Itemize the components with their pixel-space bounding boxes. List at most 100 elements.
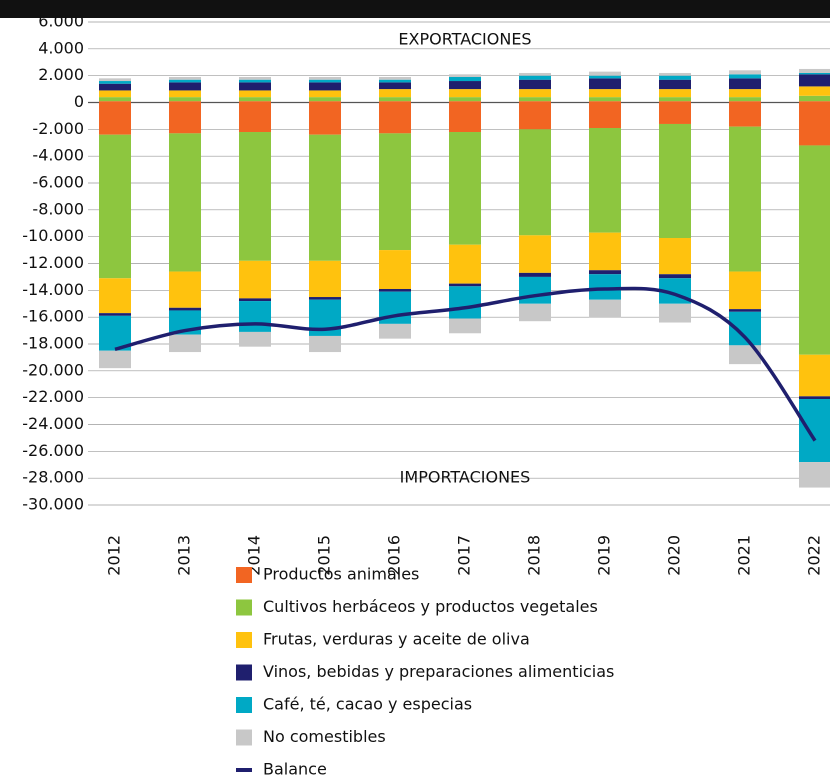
export-segment [659, 72, 691, 76]
import-segment [239, 260, 271, 299]
import-segment [799, 102, 830, 146]
import-segment [659, 102, 691, 124]
x-tick-label: 2021 [735, 535, 754, 576]
export-segment [379, 77, 411, 80]
import-segment [169, 102, 201, 134]
y-tick-label: 6.000 [38, 12, 84, 31]
import-segment [99, 350, 131, 369]
export-segment [449, 81, 481, 90]
import-segment [169, 133, 201, 272]
y-tick-label: -24.000 [22, 414, 84, 433]
x-tick-label: 2017 [455, 535, 474, 576]
import-segment [799, 396, 830, 400]
export-segment [309, 101, 341, 103]
y-tick-label: -30.000 [22, 495, 84, 514]
import-segment [799, 354, 830, 397]
export-segment [239, 97, 271, 102]
y-tick-label: -12.000 [22, 253, 84, 272]
import-segment [99, 134, 131, 279]
export-segment [519, 75, 551, 80]
export-segment [659, 97, 691, 102]
x-tick-label: 2020 [665, 535, 684, 576]
export-segment [169, 97, 201, 102]
import-segment [589, 232, 621, 271]
import-segment [799, 145, 830, 355]
export-segment [449, 101, 481, 103]
import-segment [449, 102, 481, 133]
import-segment [449, 286, 481, 319]
export-segment [239, 77, 271, 80]
export-segment [589, 75, 621, 79]
import-segment [729, 102, 761, 127]
import-segment [589, 127, 621, 233]
y-tick-label: -28.000 [22, 468, 84, 487]
legend-label: Balance [263, 760, 327, 778]
export-segment [99, 97, 131, 102]
import-segment [519, 102, 551, 130]
export-segment [169, 101, 201, 103]
y-tick-label: 2.000 [38, 65, 84, 84]
export-segment [519, 97, 551, 102]
import-segment [169, 307, 201, 311]
export-segment [379, 97, 411, 102]
y-tick-label: -14.000 [22, 280, 84, 299]
export-segment [449, 89, 481, 98]
bars [99, 68, 830, 488]
import-segment [379, 133, 411, 251]
export-segment [519, 101, 551, 103]
import-segment [729, 271, 761, 310]
import-segment [309, 134, 341, 261]
import-segment [309, 102, 341, 135]
import-segment [99, 313, 131, 316]
export-segment [169, 90, 201, 98]
y-tick-label: 0 [74, 92, 84, 111]
y-tick-label: -2.000 [32, 119, 84, 138]
export-segment [309, 79, 341, 83]
export-segment [659, 89, 691, 98]
import-segment [519, 272, 551, 277]
y-tick-label: -18.000 [22, 334, 84, 353]
x-tick-label: 2013 [175, 535, 194, 576]
export-segment [379, 101, 411, 103]
import-segment [799, 462, 830, 488]
y-tick-label: -10.000 [22, 226, 84, 245]
export-segment [239, 79, 271, 83]
export-segment [659, 75, 691, 80]
import-segment [379, 323, 411, 339]
export-segment [449, 97, 481, 102]
legend-swatch [236, 697, 252, 713]
export-segment [729, 70, 761, 75]
export-segment [799, 72, 830, 75]
import-segment [239, 102, 271, 133]
legend-label: Cultivos herbáceos y productos vegetales [263, 597, 598, 616]
export-segment [309, 77, 341, 80]
legend-label: Vinos, bebidas y preparaciones alimentic… [263, 662, 614, 681]
export-segment [99, 83, 131, 91]
x-tick-label: 2018 [525, 535, 544, 576]
import-segment [169, 334, 201, 353]
x-tick-label: 2014 [245, 535, 264, 576]
export-segment [99, 81, 131, 84]
legend-swatch [236, 664, 252, 681]
export-segment [309, 97, 341, 102]
export-segment [799, 86, 830, 96]
import-segment [99, 102, 131, 135]
export-segment [799, 74, 830, 87]
export-segment [239, 82, 271, 91]
header-bar [0, 0, 830, 18]
export-segment [99, 78, 131, 82]
import-segment [519, 129, 551, 236]
export-segment [379, 79, 411, 83]
export-segment [449, 74, 481, 78]
import-segment [449, 132, 481, 245]
export-segment [449, 77, 481, 82]
balance-line [114, 286, 817, 442]
export-segment [799, 68, 830, 73]
legend-swatch [236, 599, 252, 616]
export-segment [379, 89, 411, 98]
import-segment [659, 123, 691, 239]
legend-swatch [236, 632, 252, 648]
export-segment [309, 82, 341, 91]
export-segment [519, 72, 551, 76]
import-segment [379, 288, 411, 292]
